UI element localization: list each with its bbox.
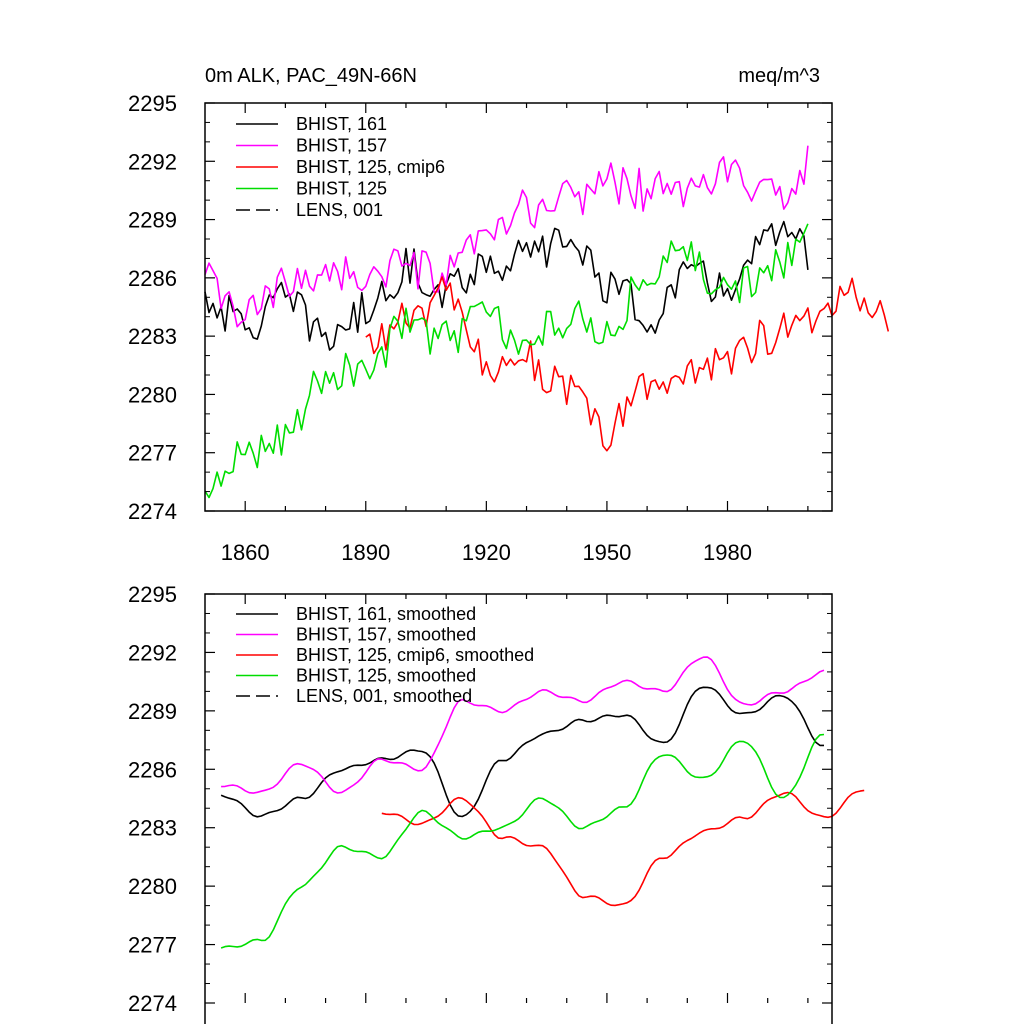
series-line [204,220,809,351]
y-tick-label: 2277 [128,933,177,958]
legend-label: BHIST, 125 [296,179,387,199]
y-tick-label: 2277 [128,441,177,466]
x-tick-label: 1980 [703,540,752,565]
series-line [204,223,809,499]
x-tick-label: 1890 [341,540,390,565]
x-tick-label: 1920 [462,540,511,565]
legend-label: BHIST, 161 [296,114,387,134]
y-tick-label: 2292 [128,640,177,665]
plot-frame [204,102,833,512]
axis-ticks: 2274 2277 2280 2283 2286 2289 2292 2295 1860 1890… [128,91,832,565]
legend-label: BHIST, 125, cmip6 [296,157,445,177]
x-tick-label: 1860 [221,540,270,565]
plot-frame [204,593,833,1024]
top-panel: 0m ALK, PAC_49N-66N meq/m^3 2274 2277 2280… [128,65,890,565]
chart-title: 0m ALK, PAC_49N-66N [205,65,417,87]
series-group [220,656,865,949]
y-tick-label: 2295 [128,91,177,116]
y-tick-label: 2274 [128,499,177,524]
y-tick-label: 2295 [128,582,177,607]
legend-label: BHIST, 125, smoothed [296,666,476,686]
series-line [365,276,890,452]
series-line [220,733,825,949]
y-tick-label: 2283 [128,816,177,841]
legend-label: BHIST, 161, smoothed [296,604,476,624]
x-tick-label: 1950 [582,540,631,565]
series-line [204,145,809,328]
y-tick-label: 2280 [128,382,177,407]
legend-label: BHIST, 125, cmip6, smoothed [296,645,534,665]
y-tick-label: 2289 [128,208,177,233]
y-tick-label: 2274 [128,991,177,1016]
axis-ticks: 2274 2277 2280 2283 2286 2289 2292 2295 [128,582,832,1016]
legend-label: LENS, 001, smoothed [296,686,472,706]
legend-label: LENS, 001 [296,200,383,220]
legend-label: BHIST, 157 [296,136,387,156]
y-tick-label: 2289 [128,699,177,724]
y-tick-label: 2286 [128,266,177,291]
y-tick-label: 2280 [128,874,177,899]
legend-label: BHIST, 157, smoothed [296,625,476,645]
series-line [221,656,825,794]
series-line [220,686,824,818]
y-tick-label: 2283 [128,324,177,349]
series-line [381,789,865,907]
bottom-panel: 2274 2277 2280 2283 2286 2289 2292 2295 BHIST, … [128,582,865,1024]
chart-units: meq/m^3 [738,65,820,87]
series-group [204,145,890,499]
y-tick-label: 2286 [128,757,177,782]
y-tick-label: 2292 [128,149,177,174]
